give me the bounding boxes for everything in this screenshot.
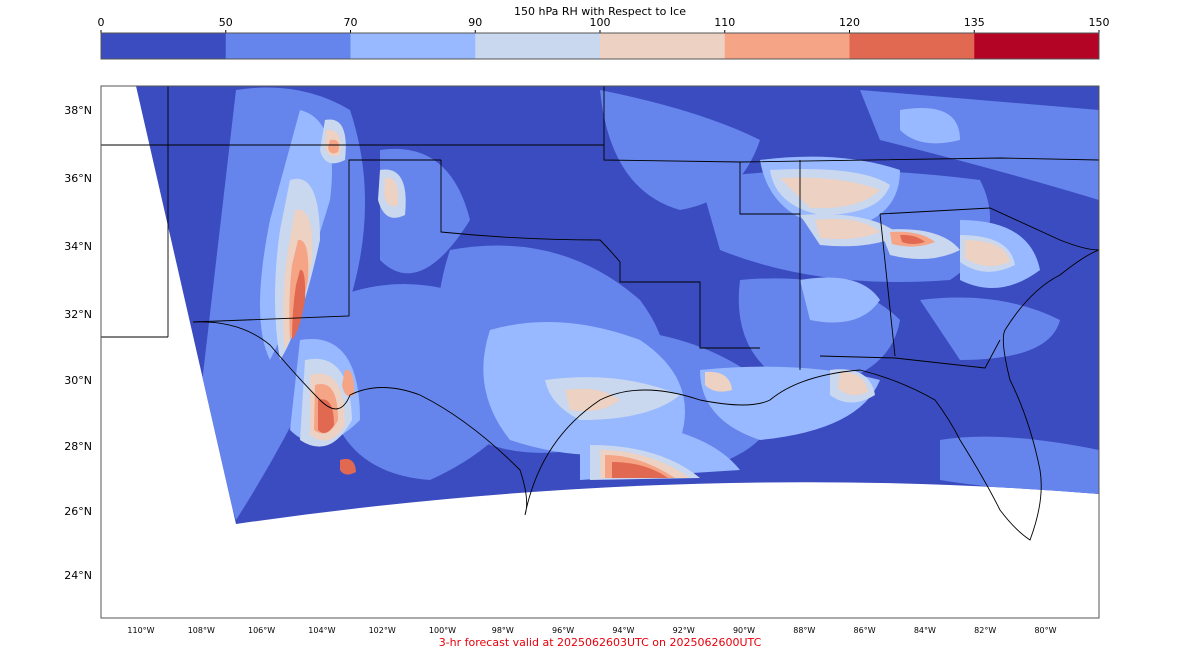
- latitude-label: 28°N: [64, 440, 92, 453]
- longitude-label: 88°W: [793, 626, 815, 635]
- boundary-ms-al: [799, 160, 896, 370]
- coastline-gulf: [349, 329, 1042, 541]
- colorbar-segments: [101, 33, 1100, 59]
- colorbar-segment: [600, 33, 726, 59]
- longitude-label: 98°W: [492, 626, 514, 635]
- colorbar-tick-label: 150: [1089, 16, 1110, 29]
- latitude-label: 34°N: [64, 240, 92, 253]
- latitude-label: 32°N: [64, 308, 92, 321]
- colorbar-tick-label: 135: [964, 16, 985, 29]
- latitude-labels: 38°N 36°N 34°N 32°N 30°N 28°N 26°N 24°N: [64, 104, 92, 582]
- latitude-label: 36°N: [64, 172, 92, 185]
- colorbar-tick-label: 90: [468, 16, 482, 29]
- colorbar-tick-label: 110: [714, 16, 735, 29]
- colorbar-tick-label: 100: [590, 16, 611, 29]
- longitude-label: 100°W: [429, 626, 456, 635]
- longitude-label: 94°W: [612, 626, 634, 635]
- colorbar-segment: [974, 33, 1100, 59]
- colorbar-segment: [475, 33, 601, 59]
- colorbar-segment: [849, 33, 975, 59]
- colorbar-tick-label: 120: [839, 16, 860, 29]
- longitude-label: 80°W: [1034, 626, 1056, 635]
- colorbar-ticks: 0 50 70 90 100 110 120 135 150: [98, 16, 1110, 33]
- boundary-fl: [819, 339, 1001, 369]
- boundary-nm-tx: [101, 159, 441, 338]
- boundary-ar-la: [619, 262, 760, 349]
- longitude-label: 92°W: [673, 626, 695, 635]
- colorbar-tick-label: 0: [98, 16, 105, 29]
- longitude-labels: 110°W 108°W 106°W 104°W 102°W 100°W 98°W 96°W 94…: [127, 626, 1056, 635]
- latitude-label: 26°N: [64, 505, 92, 518]
- colorbar-tick-label: 70: [344, 16, 358, 29]
- rio-grande: [192, 321, 351, 410]
- rh-field: [200, 87, 1099, 520]
- forecast-validity-text: 3-hr forecast valid at 2025062603UTC on …: [438, 636, 762, 649]
- latitude-label: 24°N: [64, 569, 92, 582]
- colorbar-segment: [724, 33, 850, 59]
- longitude-label: 86°W: [854, 626, 876, 635]
- map-frame: [100, 85, 1100, 619]
- political-boundaries: [101, 86, 1099, 541]
- latitude-label: 38°N: [64, 104, 92, 117]
- rh-band-120-135: [292, 234, 925, 478]
- longitude-label: 96°W: [552, 626, 574, 635]
- boundary-tx-ok: [440, 160, 621, 263]
- longitude-label: 102°W: [369, 626, 396, 635]
- colorbar: 0 50 70 90 100 110 120 135 150: [98, 16, 1110, 60]
- longitude-label: 84°W: [914, 626, 936, 635]
- longitude-label: 82°W: [974, 626, 996, 635]
- colorbar-segment: [225, 33, 351, 59]
- longitude-label: 90°W: [733, 626, 755, 635]
- latitude-label: 30°N: [64, 374, 92, 387]
- longitude-label: 106°W: [248, 626, 275, 635]
- coastline-atlantic: [1004, 249, 1099, 331]
- colorbar-frame: [100, 32, 1100, 60]
- boundary-tn: [739, 157, 1099, 163]
- longitude-label: 108°W: [188, 626, 215, 635]
- colorbar-segment: [350, 33, 476, 59]
- colorbar-tick-label: 50: [219, 16, 233, 29]
- colorbar-segment: [101, 33, 227, 59]
- rh-map: 38°N 36°N 34°N 32°N 30°N 28°N 26°N 24°N 110°W 10…: [64, 85, 1100, 635]
- longitude-label: 110°W: [127, 626, 154, 635]
- colorbar-title: 150 hPa RH with Respect to Ice: [514, 5, 686, 18]
- longitude-label: 104°W: [308, 626, 335, 635]
- boundary-ga-sc: [879, 207, 1099, 251]
